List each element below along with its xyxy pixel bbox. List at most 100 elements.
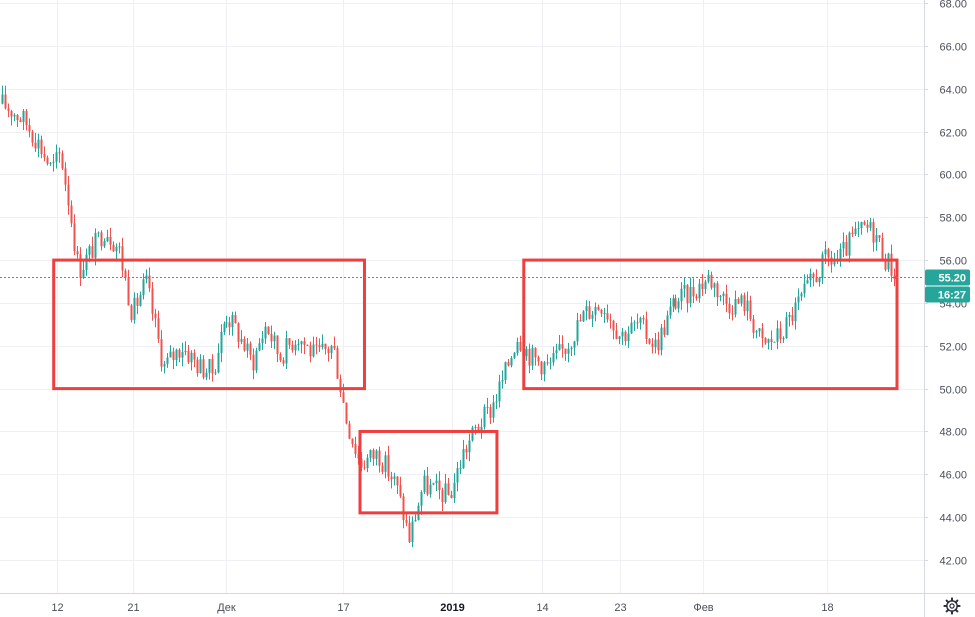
time-axis[interactable]: 12 21 Дек 17 2019 14 23 Фев 18 bbox=[51, 602, 833, 614]
candle-body bbox=[166, 357, 169, 365]
candle-body bbox=[91, 246, 94, 258]
candle-body bbox=[384, 455, 387, 472]
candle-body bbox=[34, 142, 37, 149]
candle-body bbox=[776, 328, 779, 342]
countdown-label: 16:27 bbox=[925, 286, 970, 303]
candle-body bbox=[282, 360, 285, 364]
candle-body bbox=[740, 295, 743, 304]
candle-body bbox=[279, 354, 282, 361]
price-axis[interactable]: 42.0044.0046.0048.0050.0052.0054.0056.00… bbox=[924, 0, 967, 617]
candle-body bbox=[163, 364, 166, 367]
candle-body bbox=[267, 326, 270, 334]
candle-body bbox=[854, 228, 857, 235]
candle-body bbox=[429, 484, 432, 495]
x-tick-label: 17 bbox=[337, 602, 349, 614]
candle-body bbox=[612, 320, 615, 331]
candle-body bbox=[728, 303, 731, 314]
candle-body bbox=[193, 352, 196, 360]
candle-body bbox=[450, 494, 453, 498]
candle-body bbox=[797, 296, 800, 303]
candle-body bbox=[848, 232, 851, 256]
candle-body bbox=[564, 348, 567, 354]
candle-body bbox=[453, 482, 456, 498]
candle-body bbox=[477, 426, 480, 431]
candle-body bbox=[672, 298, 675, 307]
candle-body bbox=[869, 222, 872, 228]
candle-body bbox=[291, 344, 294, 351]
candle-body bbox=[749, 300, 752, 320]
candle-body bbox=[549, 362, 552, 364]
current-price-label: 55.20 bbox=[925, 269, 970, 286]
highlight-box bbox=[358, 429, 499, 515]
candle-body bbox=[127, 277, 130, 306]
candle-body bbox=[246, 343, 249, 351]
candle-body bbox=[354, 443, 357, 454]
candle-body bbox=[37, 139, 40, 149]
candle-body bbox=[639, 317, 642, 323]
candle-body bbox=[211, 359, 214, 374]
candle-body bbox=[731, 313, 734, 315]
x-tick-label: 21 bbox=[127, 602, 139, 614]
candle-body bbox=[178, 349, 181, 358]
candle-body bbox=[339, 378, 342, 393]
candle-body bbox=[893, 275, 896, 279]
gear-icon[interactable] bbox=[943, 597, 961, 615]
candle-body bbox=[863, 222, 866, 225]
candle-body bbox=[214, 372, 217, 374]
candle-body bbox=[489, 407, 492, 418]
countdown-value: 16:27 bbox=[938, 290, 966, 302]
candle-body bbox=[582, 311, 585, 322]
candle-body bbox=[148, 275, 151, 289]
candle-body bbox=[821, 254, 824, 278]
candle-body bbox=[734, 298, 737, 315]
candle-body bbox=[438, 480, 441, 490]
y-tick-label: 52.00 bbox=[939, 342, 967, 354]
candle-body bbox=[252, 354, 255, 371]
candle-body bbox=[64, 168, 67, 185]
candle-body bbox=[627, 333, 630, 342]
candle-body bbox=[654, 339, 657, 348]
candle-body bbox=[719, 296, 722, 298]
candle-body bbox=[534, 348, 537, 358]
candle-body bbox=[435, 480, 438, 484]
candle-body bbox=[752, 319, 755, 333]
candle-body bbox=[618, 336, 621, 340]
candle-body bbox=[142, 279, 145, 296]
candle-body bbox=[261, 338, 264, 344]
candle-body bbox=[420, 492, 423, 506]
candle-body bbox=[755, 331, 758, 333]
candle-body bbox=[779, 328, 782, 340]
candle-body bbox=[872, 222, 875, 243]
candle-body bbox=[303, 341, 306, 345]
candle-body bbox=[52, 161, 55, 163]
candle-body bbox=[408, 522, 411, 542]
candle-body bbox=[375, 450, 378, 459]
candle-body bbox=[133, 297, 136, 320]
candle-body bbox=[707, 274, 710, 282]
candle-body bbox=[689, 286, 692, 304]
candle-body bbox=[471, 427, 474, 441]
candle-body bbox=[495, 401, 498, 403]
y-tick-label: 68.00 bbox=[939, 0, 967, 11]
candle-body bbox=[187, 350, 190, 363]
x-tick-label: 14 bbox=[536, 602, 548, 614]
candle-body bbox=[31, 131, 34, 143]
candle-body bbox=[540, 361, 543, 375]
candle-body bbox=[558, 344, 561, 351]
candle-body bbox=[432, 483, 435, 485]
candle-body bbox=[79, 254, 82, 279]
candle-body bbox=[746, 300, 749, 312]
candle-body bbox=[97, 232, 100, 234]
candle-body bbox=[184, 350, 187, 353]
candle-body bbox=[875, 235, 878, 243]
candle-body bbox=[680, 288, 683, 302]
candle-body bbox=[525, 348, 528, 357]
candle-body bbox=[686, 284, 689, 304]
candle-body bbox=[615, 330, 618, 340]
candle-body bbox=[199, 359, 202, 374]
candle-body bbox=[190, 352, 193, 363]
candle-body bbox=[543, 362, 546, 375]
candle-body bbox=[399, 485, 402, 497]
y-tick-label: 64.00 bbox=[939, 85, 967, 97]
